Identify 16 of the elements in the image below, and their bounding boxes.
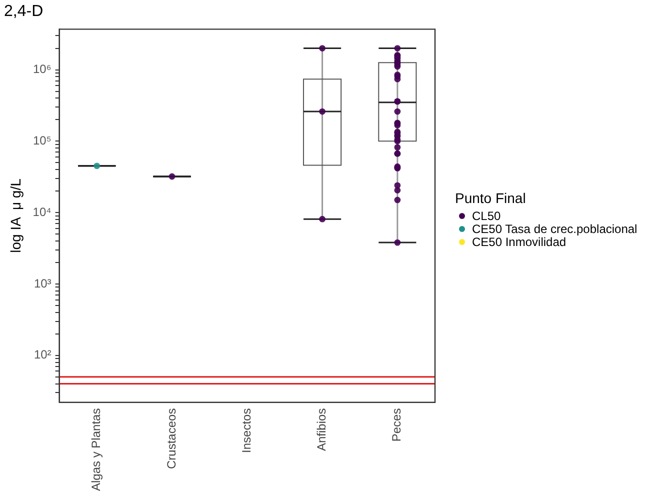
y-tick-label: 10⁵ [32, 133, 52, 148]
legend-label: CE50 Tasa de crec.poblacional [471, 222, 638, 236]
y-tick-label: 10² [34, 348, 52, 362]
y-tick-label: 10⁶ [33, 62, 52, 76]
x-tick-label: Insectos [239, 408, 254, 453]
legend-label: CL50 [471, 209, 502, 223]
x-tick-label: Crustaceos [164, 408, 178, 469]
x-tick-label: Peces [390, 408, 404, 442]
y-tick-label: 10³ [34, 276, 52, 290]
x-tick-label: Algas y Plantas [89, 408, 104, 492]
y-axis-title: log IA μ g/L [7, 178, 24, 253]
y-tick-label: 10⁴ [32, 204, 52, 219]
legend-title: Punto Final [455, 190, 527, 206]
x-tick-label: Anfibios [314, 408, 329, 451]
legend-label: CE50 Inmovilidad [471, 235, 566, 249]
chart-title: 2,4-D [4, 3, 44, 20]
